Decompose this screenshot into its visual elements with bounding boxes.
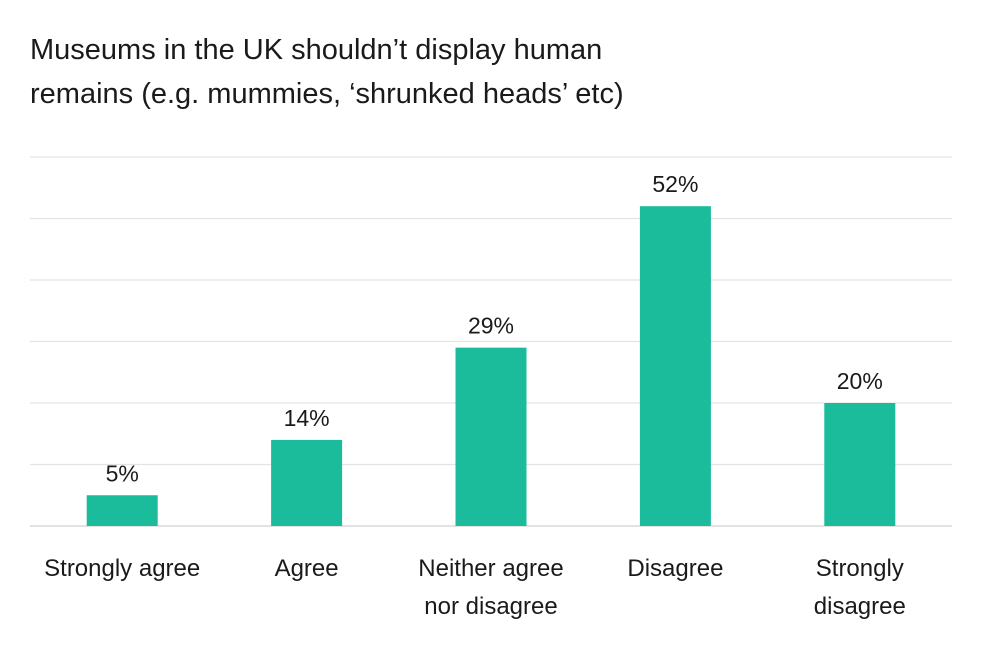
bar-5 [824,403,896,526]
bar-2 [271,439,343,526]
category-axis-labels: Strongly agree Agree Neither agree nor disa… [44,555,906,620]
bars [86,206,896,526]
category-label-1: Strongly agree [44,555,200,582]
data-label-2: 14% [284,405,330,431]
category-label-5: Strongly disagree [814,555,906,620]
data-labels: 5% 14% 29% 52% 20% [106,171,883,486]
bar-4 [639,206,711,526]
chart-title: Museums in the UK shouldn’t display huma… [30,34,624,110]
data-label-5: 20% [837,368,883,394]
data-label-1: 5% [106,460,139,486]
bar-1 [86,495,158,526]
category-label-3: Neither agree nor disagree [418,555,563,620]
category-label-4: Disagree [627,555,723,582]
data-label-4: 52% [652,171,698,197]
bar-3 [455,347,527,526]
data-label-3: 29% [468,313,514,339]
category-label-2: Agree [275,555,339,582]
